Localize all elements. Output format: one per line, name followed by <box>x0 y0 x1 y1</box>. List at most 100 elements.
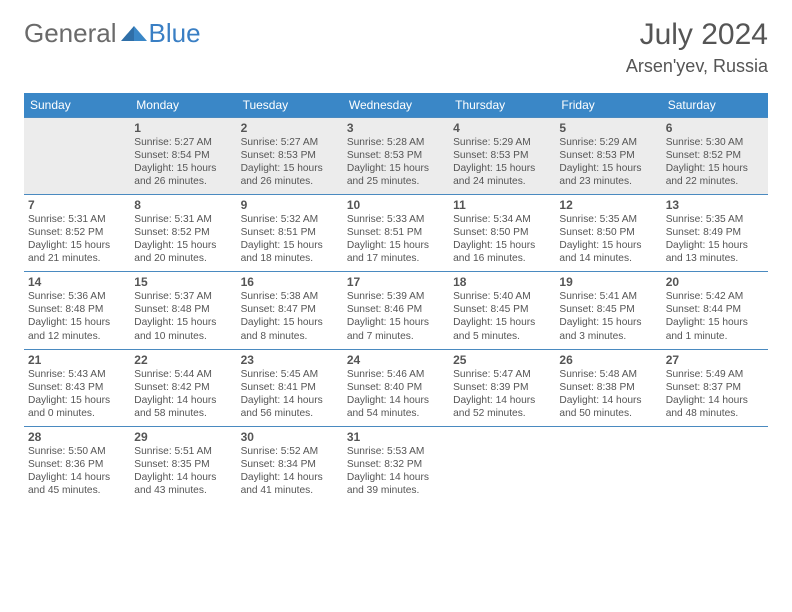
sunset-line: Sunset: 8:43 PM <box>28 381 126 394</box>
sunset-line: Sunset: 8:52 PM <box>28 226 126 239</box>
sunset-line: Sunset: 8:48 PM <box>134 303 232 316</box>
sunrise-line: Sunrise: 5:34 AM <box>453 213 551 226</box>
daylight-line: Daylight: 14 hours and 54 minutes. <box>347 394 445 420</box>
daylight-line: Daylight: 15 hours and 12 minutes. <box>28 316 126 342</box>
daylight-line: Daylight: 15 hours and 14 minutes. <box>559 239 657 265</box>
sunrise-line: Sunrise: 5:27 AM <box>134 136 232 149</box>
calendar-cell: 6Sunrise: 5:30 AMSunset: 8:52 PMDaylight… <box>662 118 768 195</box>
sunrise-line: Sunrise: 5:47 AM <box>453 368 551 381</box>
calendar-cell: 3Sunrise: 5:28 AMSunset: 8:53 PMDaylight… <box>343 118 449 195</box>
day-number: 26 <box>559 353 657 367</box>
sunset-line: Sunset: 8:51 PM <box>241 226 339 239</box>
calendar-cell: 23Sunrise: 5:45 AMSunset: 8:41 PMDayligh… <box>237 349 343 426</box>
daylight-line: Daylight: 15 hours and 10 minutes. <box>134 316 232 342</box>
calendar-cell: 15Sunrise: 5:37 AMSunset: 8:48 PMDayligh… <box>130 272 236 349</box>
calendar-cell: 12Sunrise: 5:35 AMSunset: 8:50 PMDayligh… <box>555 195 661 272</box>
sunset-line: Sunset: 8:53 PM <box>559 149 657 162</box>
daylight-line: Daylight: 15 hours and 22 minutes. <box>666 162 764 188</box>
page-header: General Blue July 2024 Arsen'yev, Russia <box>0 0 792 85</box>
calendar-cell: 26Sunrise: 5:48 AMSunset: 8:38 PMDayligh… <box>555 349 661 426</box>
sunset-line: Sunset: 8:38 PM <box>559 381 657 394</box>
sunset-line: Sunset: 8:46 PM <box>347 303 445 316</box>
day-number: 28 <box>28 430 126 444</box>
daylight-line: Daylight: 15 hours and 26 minutes. <box>241 162 339 188</box>
daylight-line: Daylight: 15 hours and 17 minutes. <box>347 239 445 265</box>
calendar-cell: 11Sunrise: 5:34 AMSunset: 8:50 PMDayligh… <box>449 195 555 272</box>
sunrise-line: Sunrise: 5:53 AM <box>347 445 445 458</box>
sunset-line: Sunset: 8:42 PM <box>134 381 232 394</box>
day-number: 16 <box>241 275 339 289</box>
day-number: 4 <box>453 121 551 135</box>
sunrise-line: Sunrise: 5:27 AM <box>241 136 339 149</box>
sunrise-line: Sunrise: 5:45 AM <box>241 368 339 381</box>
calendar-cell: 16Sunrise: 5:38 AMSunset: 8:47 PMDayligh… <box>237 272 343 349</box>
calendar-cell: 30Sunrise: 5:52 AMSunset: 8:34 PMDayligh… <box>237 426 343 503</box>
sunset-line: Sunset: 8:50 PM <box>559 226 657 239</box>
calendar-row: 7Sunrise: 5:31 AMSunset: 8:52 PMDaylight… <box>24 195 768 272</box>
logo-text-general: General <box>24 18 117 49</box>
sunset-line: Sunset: 8:50 PM <box>453 226 551 239</box>
day-number: 19 <box>559 275 657 289</box>
calendar-cell: 5Sunrise: 5:29 AMSunset: 8:53 PMDaylight… <box>555 118 661 195</box>
calendar-cell: 8Sunrise: 5:31 AMSunset: 8:52 PMDaylight… <box>130 195 236 272</box>
daylight-line: Daylight: 14 hours and 41 minutes. <box>241 471 339 497</box>
daylight-line: Daylight: 14 hours and 50 minutes. <box>559 394 657 420</box>
day-number: 22 <box>134 353 232 367</box>
sunrise-line: Sunrise: 5:52 AM <box>241 445 339 458</box>
daylight-line: Daylight: 14 hours and 58 minutes. <box>134 394 232 420</box>
day-number: 29 <box>134 430 232 444</box>
sunset-line: Sunset: 8:53 PM <box>453 149 551 162</box>
daylight-line: Daylight: 15 hours and 7 minutes. <box>347 316 445 342</box>
sunrise-line: Sunrise: 5:35 AM <box>559 213 657 226</box>
logo: General Blue <box>24 18 201 49</box>
day-number: 6 <box>666 121 764 135</box>
day-number: 24 <box>347 353 445 367</box>
sunrise-line: Sunrise: 5:35 AM <box>666 213 764 226</box>
day-number: 21 <box>28 353 126 367</box>
calendar-cell: 29Sunrise: 5:51 AMSunset: 8:35 PMDayligh… <box>130 426 236 503</box>
day-number: 14 <box>28 275 126 289</box>
daylight-line: Daylight: 15 hours and 25 minutes. <box>347 162 445 188</box>
day-number: 8 <box>134 198 232 212</box>
day-number: 31 <box>347 430 445 444</box>
calendar-cell: 14Sunrise: 5:36 AMSunset: 8:48 PMDayligh… <box>24 272 130 349</box>
sunrise-line: Sunrise: 5:32 AM <box>241 213 339 226</box>
calendar-cell: 21Sunrise: 5:43 AMSunset: 8:43 PMDayligh… <box>24 349 130 426</box>
daylight-line: Daylight: 15 hours and 24 minutes. <box>453 162 551 188</box>
calendar-cell: 22Sunrise: 5:44 AMSunset: 8:42 PMDayligh… <box>130 349 236 426</box>
sunrise-line: Sunrise: 5:48 AM <box>559 368 657 381</box>
daylight-line: Daylight: 15 hours and 23 minutes. <box>559 162 657 188</box>
calendar-row: 1Sunrise: 5:27 AMSunset: 8:54 PMDaylight… <box>24 118 768 195</box>
daylight-line: Daylight: 14 hours and 56 minutes. <box>241 394 339 420</box>
sunset-line: Sunset: 8:47 PM <box>241 303 339 316</box>
sunrise-line: Sunrise: 5:49 AM <box>666 368 764 381</box>
daylight-line: Daylight: 14 hours and 45 minutes. <box>28 471 126 497</box>
weekday-header-row: SundayMondayTuesdayWednesdayThursdayFrid… <box>24 93 768 118</box>
weekday-header: Sunday <box>24 93 130 118</box>
daylight-line: Daylight: 15 hours and 20 minutes. <box>134 239 232 265</box>
sunrise-line: Sunrise: 5:33 AM <box>347 213 445 226</box>
day-number: 5 <box>559 121 657 135</box>
calendar-table: SundayMondayTuesdayWednesdayThursdayFrid… <box>24 93 768 503</box>
sunset-line: Sunset: 8:45 PM <box>453 303 551 316</box>
day-number: 18 <box>453 275 551 289</box>
calendar-cell: 10Sunrise: 5:33 AMSunset: 8:51 PMDayligh… <box>343 195 449 272</box>
sunrise-line: Sunrise: 5:36 AM <box>28 290 126 303</box>
day-number: 12 <box>559 198 657 212</box>
daylight-line: Daylight: 15 hours and 26 minutes. <box>134 162 232 188</box>
calendar-cell: 27Sunrise: 5:49 AMSunset: 8:37 PMDayligh… <box>662 349 768 426</box>
daylight-line: Daylight: 14 hours and 43 minutes. <box>134 471 232 497</box>
sunset-line: Sunset: 8:40 PM <box>347 381 445 394</box>
calendar-cell: 31Sunrise: 5:53 AMSunset: 8:32 PMDayligh… <box>343 426 449 503</box>
sunset-line: Sunset: 8:34 PM <box>241 458 339 471</box>
sunset-line: Sunset: 8:41 PM <box>241 381 339 394</box>
day-number: 3 <box>347 121 445 135</box>
sunset-line: Sunset: 8:39 PM <box>453 381 551 394</box>
day-number: 27 <box>666 353 764 367</box>
weekday-header: Thursday <box>449 93 555 118</box>
calendar-cell <box>449 426 555 503</box>
daylight-line: Daylight: 14 hours and 39 minutes. <box>347 471 445 497</box>
daylight-line: Daylight: 15 hours and 1 minute. <box>666 316 764 342</box>
sunset-line: Sunset: 8:48 PM <box>28 303 126 316</box>
calendar-cell: 7Sunrise: 5:31 AMSunset: 8:52 PMDaylight… <box>24 195 130 272</box>
